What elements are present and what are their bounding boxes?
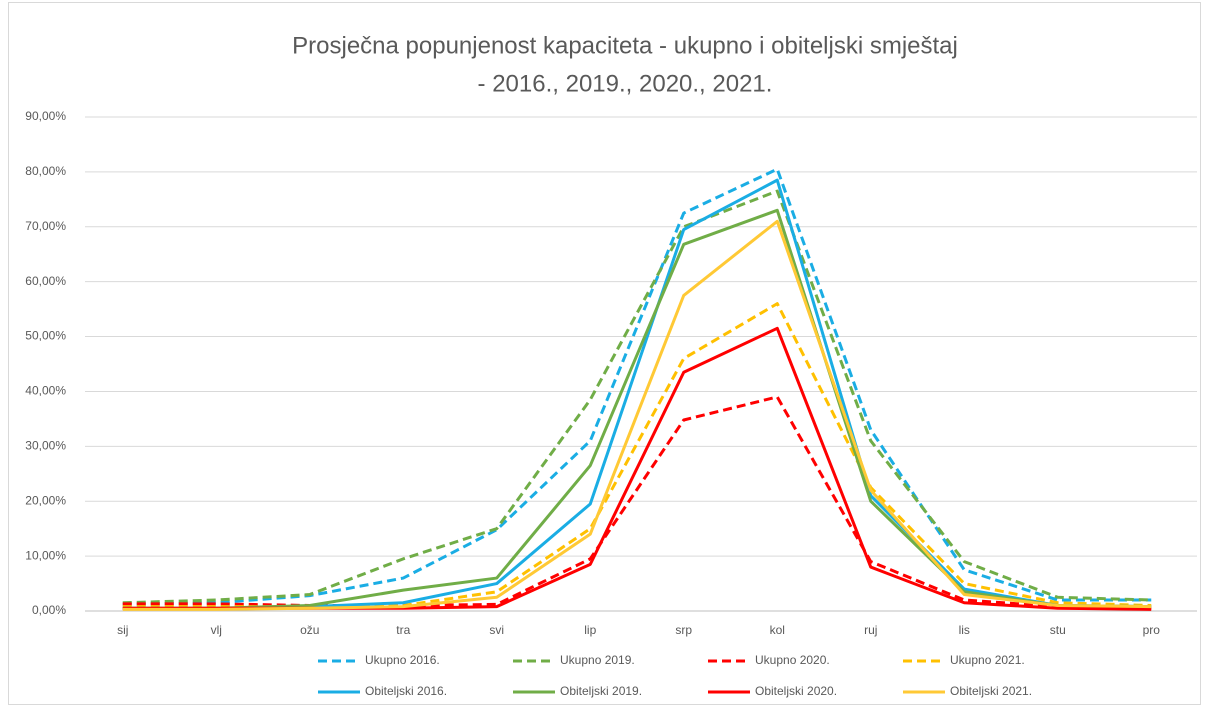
x-tick-label: tra <box>396 623 410 637</box>
series-line <box>122 219 1152 611</box>
x-tick-label: kol <box>770 623 785 637</box>
legend-label: Ukupno 2016. <box>365 653 440 667</box>
legend-label: Obiteljski 2019. <box>560 684 642 698</box>
legend-label: Ukupno 2019. <box>560 653 635 667</box>
y-tick-label: 90,00% <box>25 109 66 123</box>
legend-label: Obiteljski 2016. <box>365 684 447 698</box>
x-tick-label: ruj <box>864 623 877 637</box>
legend-label: Obiteljski 2021. <box>950 684 1032 698</box>
y-tick-label: 30,00% <box>25 439 66 453</box>
legend-label: Obiteljski 2020. <box>755 684 837 698</box>
x-tick-label: lip <box>584 623 596 637</box>
y-tick-label: 10,00% <box>25 548 66 562</box>
legend-label: Ukupno 2020. <box>755 653 830 667</box>
y-tick-label: 0,00% <box>32 603 66 617</box>
x-tick-label: lis <box>959 623 970 637</box>
chart-title: Prosječna popunjenost kapaciteta - ukupn… <box>292 32 958 59</box>
series-line <box>122 208 1152 610</box>
y-tick-label: 50,00% <box>25 329 66 343</box>
y-tick-label: 40,00% <box>25 384 66 398</box>
x-tick-label: stu <box>1050 623 1066 637</box>
x-tick-label: sij <box>117 623 128 637</box>
y-tick-label: 70,00% <box>25 219 66 233</box>
x-tick-label: pro <box>1143 623 1161 637</box>
y-tick-label: 20,00% <box>25 493 66 507</box>
series-line <box>122 189 1152 605</box>
y-tick-label: 80,00% <box>25 164 66 178</box>
y-tick-label: 60,00% <box>25 274 66 288</box>
legend-label: Ukupno 2021. <box>950 653 1025 667</box>
chart-border <box>8 2 1201 705</box>
x-tick-label: srp <box>675 623 692 637</box>
x-tick-label: ožu <box>300 623 319 637</box>
x-tick-label: vlj <box>211 623 222 637</box>
x-tick-label: svi <box>489 623 504 637</box>
chart-title: - 2016., 2019., 2020., 2021. <box>478 70 773 97</box>
